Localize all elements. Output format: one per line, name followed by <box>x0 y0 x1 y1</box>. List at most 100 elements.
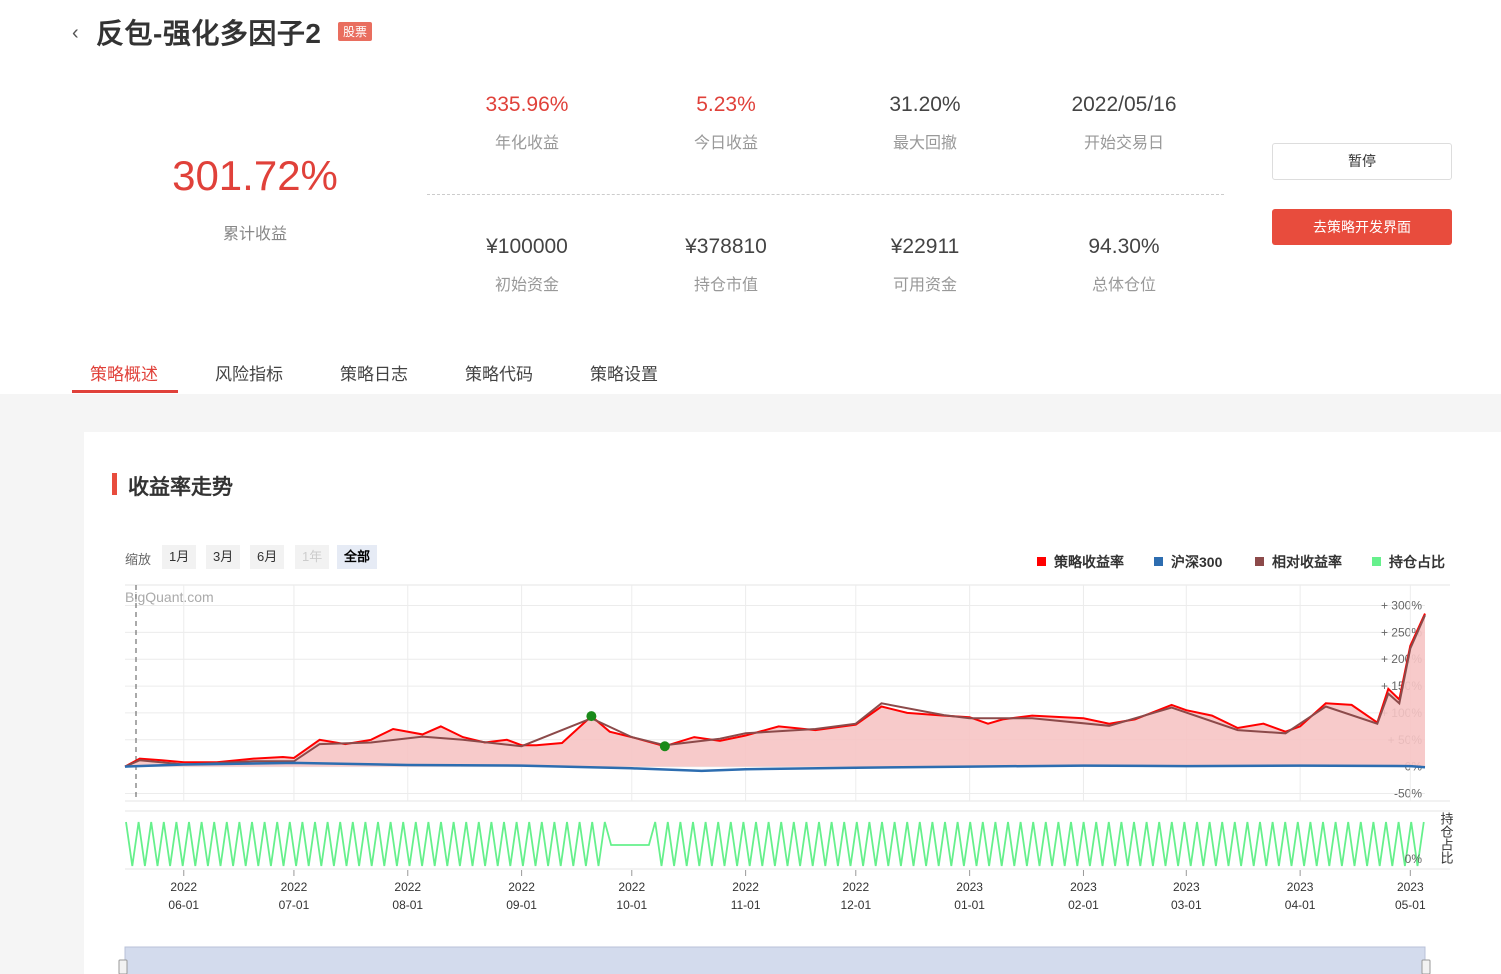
x-tick-date: 11-01 <box>731 898 761 912</box>
stat-value: ¥100000 <box>486 235 568 258</box>
x-tick-date: 05-01 <box>1395 898 1426 912</box>
legend-marker <box>1154 557 1163 566</box>
pause-button[interactable]: 暂停 <box>1272 143 1452 180</box>
tab-overview[interactable]: 策略概述 <box>90 365 158 384</box>
x-tick-date: 01-01 <box>954 898 985 912</box>
x-tick-year: 2023 <box>1397 880 1424 894</box>
y2-tick-label: 0% <box>1405 852 1423 866</box>
x-tick-date: 12-01 <box>840 898 871 912</box>
stat-initial-capital: ¥100000 初始资金 <box>427 235 627 295</box>
stock-badge: 股票 <box>338 22 373 41</box>
stat-label: 初始资金 <box>494 277 559 294</box>
zoom-3m-button[interactable]: 3月 <box>206 545 241 569</box>
stat-label: 持仓市值 <box>693 277 758 294</box>
cumulative-return-label: 累计收益 <box>222 226 287 243</box>
active-tab-underline <box>72 390 178 393</box>
y2-axis-label: 持仓占比 <box>1439 812 1454 865</box>
tab-risk-metrics[interactable]: 风险指标 <box>215 365 283 384</box>
x-tick-date: 07-01 <box>279 898 310 912</box>
stat-position-value: ¥378810 持仓市值 <box>626 235 826 295</box>
y-tick-label: + 300% <box>1381 599 1422 613</box>
stat-value: 5.23% <box>696 93 756 116</box>
legend-item-benchmark[interactable]: 沪深300 <box>1154 552 1222 572</box>
strategy-header-panel: ‹ 反包-强化多因子2 股票 301.72% 累计收益 335.96% 年化收益… <box>0 0 1501 394</box>
navigator-handle-left <box>118 959 128 974</box>
tab-strategy-code[interactable]: 策略代码 <box>465 365 533 384</box>
stat-label: 可用资金 <box>892 277 957 294</box>
stat-annual-return: 335.96% 年化收益 <box>427 93 627 153</box>
legend-label: 沪深300 <box>1171 554 1223 570</box>
peak-marker <box>586 711 597 722</box>
stat-max-drawdown: 31.20% 最大回撤 <box>825 93 1025 153</box>
x-tick-year: 2022 <box>170 880 197 894</box>
x-tick-year: 2022 <box>732 880 759 894</box>
stat-start-date: 2022/05/16 开始交易日 <box>1024 93 1224 153</box>
stat-value: ¥22911 <box>890 235 960 258</box>
chevron-left-icon[interactable]: ‹ <box>72 22 79 44</box>
legend-label: 相对收益率 <box>1272 554 1342 570</box>
y-tick-label: -50% <box>1394 787 1422 801</box>
x-tick-year: 2022 <box>281 880 308 894</box>
legend-item-position[interactable]: 持仓占比 <box>1372 552 1445 572</box>
tab-strategy-settings[interactable]: 策略设置 <box>590 365 658 384</box>
legend-label: 策略收益率 <box>1054 554 1124 570</box>
go-to-dev-button[interactable]: 去策略开发界面 <box>1272 209 1452 245</box>
zoom-all-button[interactable]: 全部 <box>337 545 378 569</box>
legend-marker <box>1037 557 1046 566</box>
legend-marker <box>1372 557 1381 566</box>
stat-label: 最大回撤 <box>892 135 957 152</box>
tab-strategy-log[interactable]: 策略日志 <box>340 365 408 384</box>
stat-label: 今日收益 <box>693 135 758 152</box>
x-tick-year: 2022 <box>508 880 535 894</box>
strategy-area <box>125 613 1425 767</box>
x-tick-date: 09-01 <box>506 898 537 912</box>
legend-label: 持仓占比 <box>1389 554 1445 570</box>
page-title: 反包-强化多因子2 <box>96 18 322 49</box>
cumulative-return-value: 301.72% <box>172 152 338 199</box>
x-tick-year: 2023 <box>1070 880 1097 894</box>
x-tick-year: 2023 <box>1173 880 1200 894</box>
relative-return-line <box>124 614 1426 768</box>
stat-label: 开始交易日 <box>1083 135 1164 152</box>
zoom-1y-button[interactable]: 1年 <box>295 545 330 569</box>
section-title: 收益率走势 <box>128 476 233 499</box>
x-tick-date: 10-01 <box>616 898 647 912</box>
legend-item-relative[interactable]: 相对收益率 <box>1255 552 1342 572</box>
x-tick-date: 06-01 <box>168 898 199 912</box>
stat-total-position: 94.30% 总体仓位 <box>1024 235 1224 295</box>
chart-watermark: BigQuant.com <box>125 589 214 605</box>
stat-value: 335.96% <box>485 93 569 116</box>
stat-available-cash: ¥22911 可用资金 <box>825 235 1025 295</box>
stat-today-return: 5.23% 今日收益 <box>626 93 826 153</box>
x-tick-year: 2023 <box>1287 880 1314 894</box>
x-tick-date: 08-01 <box>392 898 423 912</box>
stat-value: 2022/05/16 <box>1071 93 1177 116</box>
x-tick-date: 02-01 <box>1068 898 1099 912</box>
x-tick-date: 04-01 <box>1285 898 1316 912</box>
stat-label: 年化收益 <box>494 135 559 152</box>
zoom-label: 缩放 <box>125 552 152 567</box>
x-tick-year: 2022 <box>842 880 869 894</box>
trough-marker <box>659 741 670 752</box>
x-tick-date: 03-01 <box>1171 898 1202 912</box>
legend-item-strategy[interactable]: 策略收益率 <box>1037 552 1124 572</box>
position-ratio-line <box>125 821 1425 867</box>
returns-card <box>84 432 1501 974</box>
section-accent-bar <box>112 473 117 495</box>
benchmark-line <box>124 761 1426 773</box>
legend-marker <box>1255 557 1264 566</box>
zoom-1m-button[interactable]: 1月 <box>162 545 197 569</box>
stats-divider <box>427 194 1224 195</box>
stat-label: 总体仓位 <box>1091 277 1156 294</box>
y-tick-label: + 250% <box>1381 625 1422 639</box>
stat-value: 94.30% <box>1088 235 1160 258</box>
navigator-handle-right <box>1421 959 1431 974</box>
navigator-strip <box>124 946 1426 974</box>
stat-value: 31.20% <box>889 93 961 116</box>
x-tick-year: 2023 <box>956 880 983 894</box>
x-tick-year: 2022 <box>618 880 645 894</box>
stat-value: ¥378810 <box>685 235 767 258</box>
x-tick-year: 2022 <box>394 880 421 894</box>
zoom-6m-button[interactable]: 6月 <box>250 545 285 569</box>
